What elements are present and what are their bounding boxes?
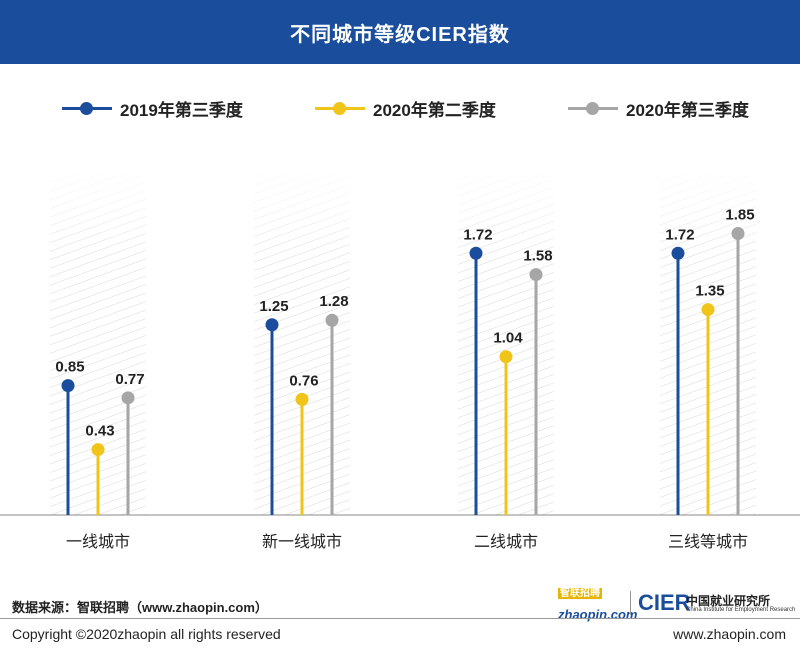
lollipop-dot xyxy=(295,392,309,406)
lollipop-dot xyxy=(61,379,75,393)
chart-title-banner: 不同城市等级CIER指数 xyxy=(0,0,800,64)
legend-marker-icon xyxy=(62,102,112,115)
website-link[interactable]: www.zhaopin.com xyxy=(673,626,786,642)
legend: 2019年第三季度 2020年第二季度 2020年第三季度 xyxy=(0,96,800,124)
x-tick-label: 一线城市 xyxy=(66,533,130,551)
lollipop-dot xyxy=(325,313,339,327)
data-label: 1.58 xyxy=(523,248,552,265)
data-label: 1.72 xyxy=(463,226,492,243)
data-label: 1.35 xyxy=(695,283,724,300)
lollipop-dot xyxy=(499,350,513,364)
lollipop-dot xyxy=(265,318,279,332)
data-label: 1.72 xyxy=(665,226,694,243)
zhaopin-logo-text: zhaopin.com xyxy=(558,607,638,622)
data-label: 1.04 xyxy=(493,330,523,347)
lollipop-dot xyxy=(121,391,135,405)
legend-label: 2019年第三季度 xyxy=(120,101,243,120)
legend-label: 2020年第二季度 xyxy=(373,101,496,120)
lollipop-dot xyxy=(469,246,483,260)
data-label: 1.85 xyxy=(725,206,754,223)
page-title: 不同城市等级CIER指数 xyxy=(290,23,510,46)
data-label: 1.25 xyxy=(259,298,288,315)
data-source: 数据来源：智联招聘（www.zhaopin.com） xyxy=(12,600,268,615)
data-label: 0.76 xyxy=(289,372,318,389)
data-label: 1.28 xyxy=(319,293,348,310)
data-label: 0.43 xyxy=(85,423,114,440)
cier-logo-cn: 中国就业研究所 xyxy=(686,594,771,608)
lollipop-dot xyxy=(529,268,543,282)
lollipop-dot xyxy=(91,443,105,457)
lollipop-dot xyxy=(731,226,745,240)
footer-divider xyxy=(0,618,800,619)
legend-item-2020q2: 2020年第二季度 xyxy=(315,96,496,121)
copyright: Copyright ©2020zhaopin all rights reserv… xyxy=(12,626,281,642)
lollipop-chart: 一线城市 新一线城市 二线城市 三线等城市 0.85 1.25 1.72 1.72 0.43 0… xyxy=(0,165,800,551)
legend-marker-icon xyxy=(568,102,618,115)
data-label: 0.77 xyxy=(115,371,144,388)
cier-logo-en: China Institute for Employment Research xyxy=(686,607,796,613)
logo-divider xyxy=(630,591,631,615)
legend-marker-icon xyxy=(315,102,365,115)
legend-label: 2020年第三季度 xyxy=(626,101,749,120)
x-tick-label: 三线等城市 xyxy=(668,533,748,551)
legend-item-2019q3: 2019年第三季度 xyxy=(62,96,243,121)
lollipop-dot xyxy=(701,303,715,317)
zhaopin-logo-tag: 智联招聘 xyxy=(558,588,602,599)
x-tick-label: 新一线城市 xyxy=(262,533,342,551)
x-tick-label: 二线城市 xyxy=(474,533,538,551)
legend-item-2020q3: 2020年第三季度 xyxy=(568,96,749,121)
cier-logo: CIER xyxy=(638,590,691,615)
lollipop-dot xyxy=(671,246,685,260)
data-label: 0.85 xyxy=(55,359,84,376)
